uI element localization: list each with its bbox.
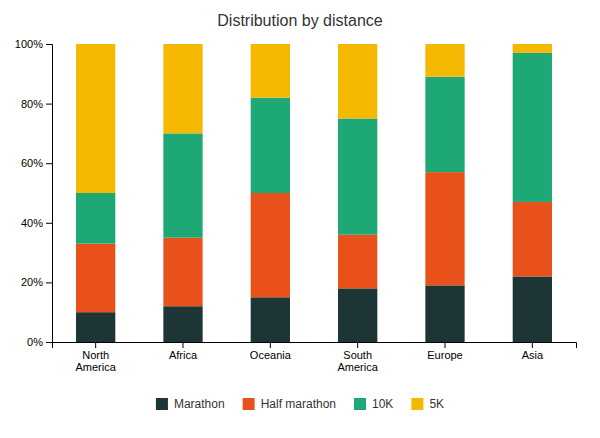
- bar-segment: [425, 172, 464, 285]
- x-tick: NorthAmerica: [75, 342, 116, 373]
- bar-segment: [76, 44, 115, 193]
- x-tick-mark: [183, 342, 184, 348]
- x-tick: Africa: [169, 342, 198, 361]
- bar-segment: [76, 193, 115, 244]
- y-tick-label: 60%: [21, 157, 43, 169]
- bar-segment: [163, 44, 202, 133]
- bar-segment: [425, 44, 464, 77]
- y-axis: 0% 20% 40% 60% 80% 100%: [15, 38, 53, 348]
- bar-segment: [513, 44, 552, 53]
- legend-swatch: [156, 398, 168, 410]
- y-tick: 0%: [27, 336, 52, 348]
- x-tick-label: SouthAmerica: [337, 349, 378, 374]
- y-axis-line: [46, 45, 53, 343]
- bar-segment: [338, 235, 377, 289]
- y-tick-label: 40%: [21, 217, 43, 229]
- legend-label: 5K: [429, 397, 444, 411]
- bars: [76, 44, 552, 342]
- x-tick-mark: [445, 342, 446, 348]
- x-tick-label: Europe: [427, 349, 462, 361]
- title: Distribution by distance: [217, 12, 383, 29]
- y-tick: 100%: [15, 38, 52, 50]
- series: [76, 276, 552, 342]
- bar-segment: [251, 98, 290, 193]
- bar-segment: [251, 297, 290, 342]
- y-tick-mark: [46, 223, 52, 224]
- x-tick-mark: [357, 342, 358, 348]
- bar-segment: [425, 77, 464, 172]
- y-tick-mark: [46, 282, 52, 283]
- y-tick: 20%: [21, 276, 52, 288]
- y-tick-mark: [46, 44, 52, 45]
- x-tick-label: Asia: [522, 349, 544, 361]
- x-tick-label: NorthAmerica: [75, 349, 116, 374]
- bar-segment: [338, 44, 377, 119]
- bar-segment: [513, 276, 552, 342]
- bar-segment: [338, 288, 377, 342]
- plot-area: 0% 20% 40% 60% 80% 100% NorthAmerica Africa Ocea…: [15, 38, 577, 373]
- legend-swatch: [243, 398, 255, 410]
- x-tick-mark: [95, 342, 96, 348]
- legend-label: 10K: [372, 397, 393, 411]
- legend-swatch: [354, 398, 366, 410]
- bar-segment: [513, 53, 552, 202]
- bar-segment: [251, 193, 290, 297]
- x-tick: SouthAmerica: [337, 342, 378, 373]
- x-tick-label: Africa: [169, 349, 198, 361]
- series: [76, 44, 552, 193]
- y-tick: 40%: [21, 217, 52, 229]
- bar-segment: [513, 202, 552, 277]
- legend-swatch: [411, 398, 423, 410]
- legend-item: Half marathon: [243, 397, 336, 411]
- y-tick-label: 0%: [27, 336, 43, 348]
- x-axis: NorthAmerica Africa Oceania SouthAmerica Eur…: [53, 342, 577, 373]
- x-tick: Europe: [427, 342, 462, 361]
- x-tick-label: Oceania: [250, 349, 292, 361]
- bar-segment: [76, 312, 115, 342]
- y-tick-label: 100%: [15, 38, 43, 50]
- chart: 0% 20% 40% 60% 80% 100% NorthAmerica Africa Ocea…: [0, 0, 600, 438]
- y-tick-label: 80%: [21, 98, 43, 110]
- legend-item: 5K: [411, 397, 444, 411]
- x-tick-mark: [270, 342, 271, 348]
- series: [76, 53, 552, 244]
- series: [76, 172, 552, 312]
- legend-label: Half marathon: [261, 397, 336, 411]
- legend-item: 10K: [354, 397, 393, 411]
- y-tick-label: 20%: [21, 276, 43, 288]
- y-tick: 60%: [21, 157, 52, 169]
- bar-segment: [338, 119, 377, 235]
- bar-segment: [76, 244, 115, 313]
- bar-segment: [251, 44, 290, 98]
- bar-segment: [425, 285, 464, 342]
- x-tick: Asia: [522, 342, 544, 361]
- legend-label: Marathon: [174, 397, 225, 411]
- bar-segment: [163, 306, 202, 342]
- y-tick-mark: [46, 342, 52, 343]
- y-tick: 80%: [21, 98, 52, 110]
- bar-segment: [163, 238, 202, 307]
- y-tick-mark: [46, 104, 52, 105]
- x-tick: Oceania: [250, 342, 292, 361]
- y-tick-mark: [46, 163, 52, 164]
- legend-item: Marathon: [156, 397, 225, 411]
- legend: Marathon Half marathon 10K 5K: [156, 397, 444, 411]
- bar-segment: [163, 133, 202, 237]
- x-axis-line: [53, 343, 577, 349]
- x-tick-mark: [532, 342, 533, 348]
